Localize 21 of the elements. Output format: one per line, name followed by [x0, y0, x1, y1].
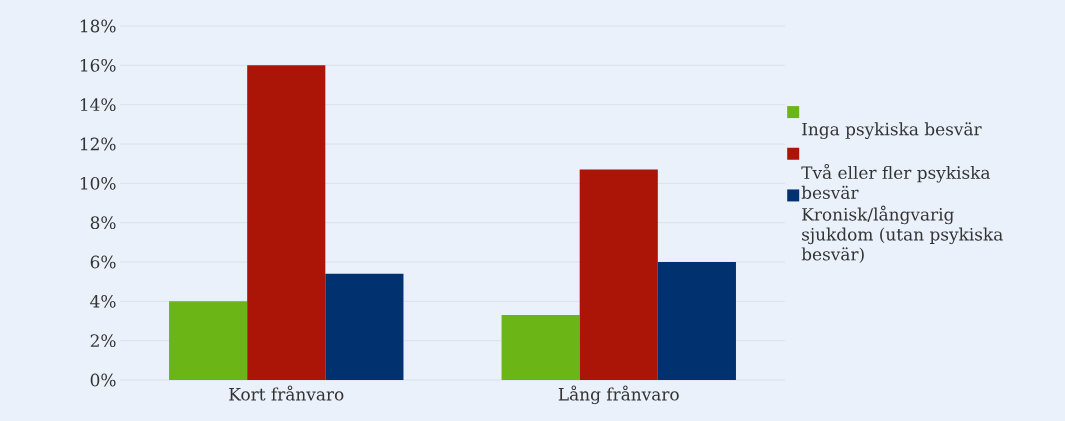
legend-label: Kronisk/långvarig sjukdom (utan psykiska besvär) [801, 205, 1003, 263]
x-tick-label: Kort frånvaro [229, 385, 344, 401]
bar [657, 262, 736, 380]
bar [579, 169, 658, 380]
bar [325, 273, 404, 380]
y-tick-label: 0% [90, 373, 116, 387]
y-tick-label: 4% [90, 294, 116, 308]
y-tick-label: 16% [80, 58, 116, 72]
legend-label: Två eller fler psykiska besvär [801, 163, 991, 199]
bar [501, 315, 580, 380]
y-tick-label: 10% [80, 176, 116, 190]
bar [247, 65, 326, 380]
bar [169, 301, 248, 380]
y-tick-label: 14% [80, 98, 116, 112]
legend-label: Inga psykiska besvär [802, 122, 982, 139]
y-tick-label: 18% [80, 19, 116, 33]
y-tick-label: 12% [80, 137, 116, 151]
x-tick-label: Lång frånvaro [558, 385, 679, 405]
y-tick-label: 6% [90, 255, 116, 269]
y-tick-label: 8% [90, 216, 116, 230]
y-tick-label: 2% [90, 334, 116, 348]
